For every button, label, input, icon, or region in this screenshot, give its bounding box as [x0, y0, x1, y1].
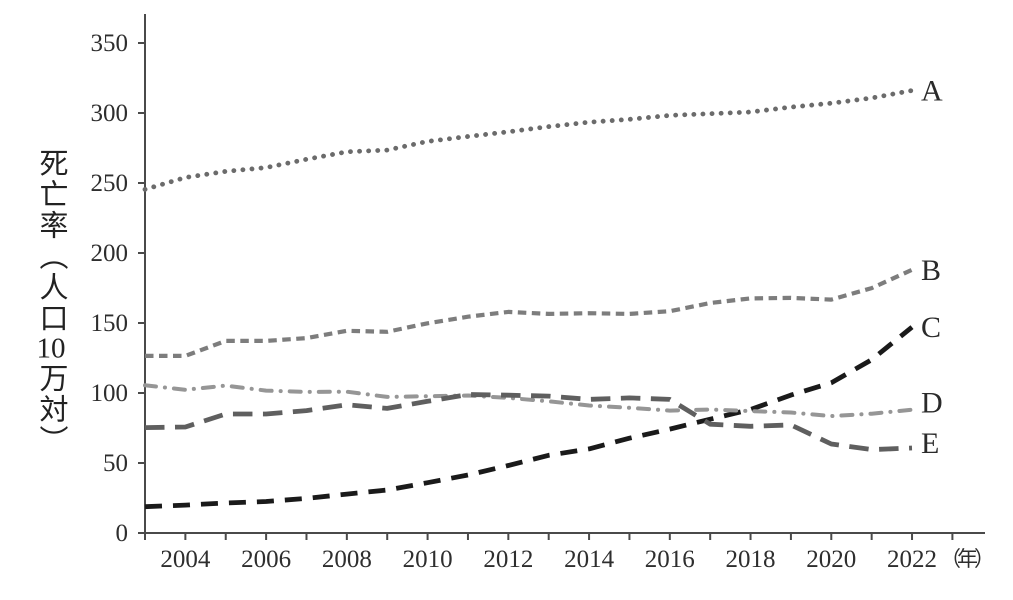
series-line-A — [142, 88, 915, 192]
axes — [144, 14, 985, 534]
series-label-A: A — [921, 74, 943, 107]
x-axis-unit-label: （年） — [940, 547, 991, 571]
series-line-E — [144, 392, 913, 453]
y-tick-label-0: 0 — [116, 520, 129, 547]
x-tick-label-2004: 2004 — [160, 546, 211, 573]
y-axis-title: 死亡率（人口10万対） — [35, 148, 67, 456]
y-tick-label-350: 350 — [91, 30, 129, 57]
x-tick-label-2012: 2012 — [483, 546, 533, 573]
y-axis-title-number: 10 — [36, 334, 66, 363]
y-axis-title-part: 死亡率（人口 — [35, 148, 67, 334]
y-axis-title-part: 万対） — [35, 363, 67, 456]
x-tick-label-2008: 2008 — [322, 546, 372, 573]
y-tick-label-300: 300 — [91, 100, 129, 127]
x-tick-label-2016: 2016 — [645, 546, 695, 573]
y-tick-label-100: 100 — [91, 380, 129, 407]
x-tick-label-2010: 2010 — [403, 546, 453, 573]
series-label-B: B — [921, 254, 941, 287]
series-line-B — [145, 267, 913, 358]
x-tick-label-2022: 2022 — [887, 546, 937, 573]
x-tick-label-2014: 2014 — [564, 546, 615, 573]
x-tick-label-2018: 2018 — [726, 546, 776, 573]
y-tick-label-250: 250 — [91, 170, 129, 197]
y-tick-label-200: 200 — [91, 240, 129, 267]
series-label-C: C — [921, 311, 941, 344]
series-line-D — [143, 383, 914, 419]
y-tick-label-150: 150 — [91, 310, 129, 337]
x-tick-label-2006: 2006 — [241, 546, 291, 573]
y-tick-label-50: 50 — [103, 450, 128, 477]
x-tick-label-2020: 2020 — [806, 546, 856, 573]
series-label-D: D — [921, 387, 943, 420]
series-line-C — [144, 325, 914, 510]
series-label-E: E — [921, 427, 939, 460]
